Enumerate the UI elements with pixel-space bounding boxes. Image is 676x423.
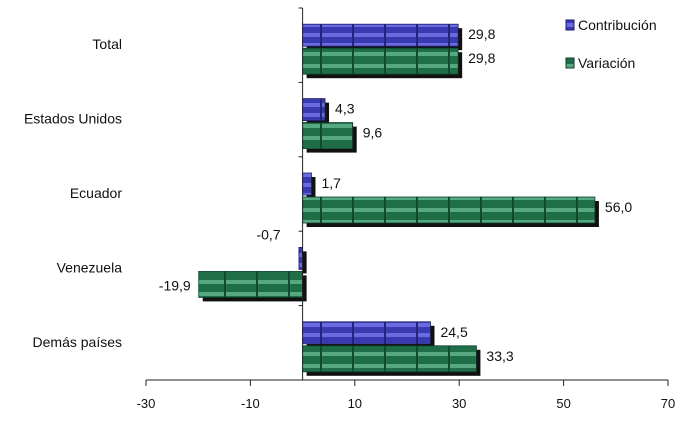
bar-shadow-s0-3 xyxy=(302,251,307,274)
bar-s0-4 xyxy=(302,321,431,345)
data-label-s0-0: 29,8 xyxy=(468,26,495,42)
bar-s1-4 xyxy=(302,345,477,373)
x-tick-label-3: 30 xyxy=(452,396,466,411)
data-label-s0-3: -0,7 xyxy=(256,226,280,242)
data-label-s1-2: 56,0 xyxy=(605,199,632,215)
bar-s1-3 xyxy=(198,270,303,298)
data-label-s1-4: 33,3 xyxy=(486,348,513,364)
bar-s1-1 xyxy=(302,122,354,149)
x-tick-label-5: 70 xyxy=(661,396,675,411)
category-label-0: Total xyxy=(92,36,122,52)
x-tick-label-2: 10 xyxy=(348,396,362,411)
data-label-s1-1: 9,6 xyxy=(363,125,383,141)
category-label-2: Ecuador xyxy=(70,185,122,201)
bar-s0-3 xyxy=(298,246,304,270)
data-label-s1-0: 29,8 xyxy=(468,50,495,66)
data-label-s1-3: -19,9 xyxy=(159,277,191,293)
x-tick-label-0: -30 xyxy=(137,396,156,411)
legend-label-1: Variación xyxy=(578,55,635,71)
bar-s1-0 xyxy=(302,47,459,75)
category-label-3: Venezuela xyxy=(57,259,123,275)
data-label-s0-1: 4,3 xyxy=(335,101,355,117)
legend-label-0: Contribución xyxy=(578,17,657,33)
bar-s0-2 xyxy=(302,172,312,196)
bar-s1-2 xyxy=(302,196,596,224)
legend-swatch-1 xyxy=(565,57,575,69)
bar-s0-1 xyxy=(302,98,326,121)
category-label-4: Demás países xyxy=(33,334,122,350)
data-label-s0-4: 24,5 xyxy=(440,324,467,340)
x-tick-label-4: 50 xyxy=(556,396,570,411)
bar-s0-0 xyxy=(302,23,459,47)
x-tick-label-1: -10 xyxy=(241,396,260,411)
category-label-1: Estados Unidos xyxy=(24,111,122,127)
data-label-s0-2: 1,7 xyxy=(321,175,341,191)
legend-swatch-0 xyxy=(565,19,575,31)
